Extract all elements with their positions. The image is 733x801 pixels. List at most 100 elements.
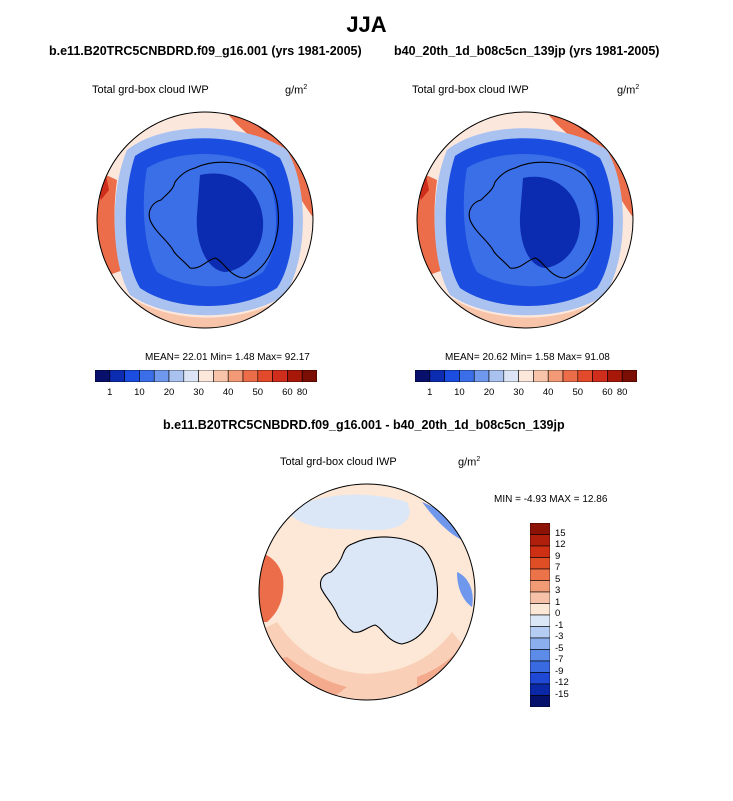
- left-polar-map: [96, 111, 314, 329]
- colorbar-tick-label: -7: [555, 654, 564, 665]
- colorbar-swatch: [530, 603, 550, 616]
- colorbar-swatch: [183, 370, 199, 382]
- colorbar-swatch: [621, 370, 637, 382]
- colorbar-tick-label: 80: [296, 387, 308, 398]
- left-stats: MEAN= 22.01 Min= 1.48 Max= 92.17: [145, 352, 310, 363]
- colorbar-swatch: [530, 591, 550, 604]
- colorbar-swatch: [429, 370, 445, 382]
- colorbar-tick-label: 5: [555, 573, 561, 585]
- right-field-title: Total grd-box cloud IWP: [412, 84, 529, 96]
- colorbar-swatch: [530, 614, 550, 627]
- colorbar-swatch: [168, 370, 185, 382]
- colorbar-tick-label: 1: [107, 387, 113, 398]
- coastline: [468, 161, 599, 279]
- colorbar-swatch: [530, 683, 550, 696]
- colorbar-swatch: [488, 370, 505, 382]
- colorbar-tick-label: 20: [163, 387, 175, 398]
- colorbar-swatch: [577, 370, 593, 382]
- colorbar-tick-label: 10: [454, 387, 465, 398]
- colorbar-tick-label: 0: [555, 608, 561, 619]
- diff-units: g/m2: [458, 456, 481, 469]
- colorbar-swatch: [415, 370, 431, 382]
- colorbar-swatch: [562, 370, 579, 382]
- right-colorbar: [415, 370, 637, 382]
- colorbar-tick-label: 1: [555, 596, 561, 608]
- right-stats: MEAN= 20.62 Min= 1.58 Max= 91.08: [445, 352, 610, 363]
- colorbar-tick-label: -9: [555, 665, 564, 677]
- colorbar-swatch: [533, 370, 549, 382]
- diff-colorbar: [530, 523, 550, 707]
- colorbar-swatch: [153, 370, 170, 382]
- colorbar-swatch: [530, 557, 550, 570]
- coastline: [148, 161, 279, 279]
- map-fill-deep: [196, 173, 264, 272]
- colorbar-swatch: [530, 626, 550, 639]
- colorbar-swatch: [242, 370, 259, 382]
- map-fill-deep: [519, 176, 581, 268]
- colorbar-swatch: [530, 580, 550, 593]
- left-field-title: Total grd-box cloud IWP: [92, 84, 209, 96]
- colorbar-swatch: [272, 370, 288, 382]
- colorbar-swatch: [124, 370, 140, 382]
- colorbar-tick-label: 40: [542, 387, 554, 398]
- coastline: [319, 536, 439, 645]
- colorbar-tick-label: 15: [555, 527, 566, 539]
- colorbar-swatch: [530, 637, 550, 650]
- colorbar-tick-label: -12: [555, 677, 569, 688]
- right-case-title: b40_20th_1d_b08c5cn_139jp (yrs 1981-2005…: [394, 44, 660, 58]
- colorbar-tick-label: 40: [222, 387, 234, 398]
- colorbar-swatch: [530, 672, 550, 685]
- colorbar-tick-label: -3: [555, 631, 564, 642]
- season-title: JJA: [346, 12, 387, 37]
- colorbar-swatch: [530, 534, 550, 547]
- left-colorbar-labels: 1 10 20 30 40 50 60 80: [95, 387, 317, 399]
- map-fill-blue-ne: [422, 502, 467, 542]
- colorbar-swatch: [459, 370, 475, 382]
- colorbar-swatch: [518, 370, 534, 382]
- colorbar-tick-label: 10: [134, 387, 145, 398]
- colorbar-swatch: [530, 660, 550, 673]
- colorbar-swatch: [607, 370, 623, 382]
- colorbar-tick-label: 50: [572, 387, 584, 398]
- right-colorbar-labels: 1 10 20 30 40 50 60 80: [415, 387, 637, 399]
- colorbar-swatch: [139, 370, 155, 382]
- colorbar-tick-label: 3: [555, 585, 561, 596]
- colorbar-swatch: [530, 695, 550, 707]
- colorbar-tick-label: 1: [427, 387, 433, 398]
- colorbar-swatch: [530, 568, 550, 581]
- colorbar-swatch: [95, 370, 111, 382]
- colorbar-tick-label: -15: [555, 688, 569, 700]
- colorbar-swatch: [547, 370, 564, 382]
- left-colorbar: [95, 370, 317, 382]
- colorbar-swatch: [530, 545, 550, 558]
- colorbar-tick-label: 9: [555, 550, 561, 562]
- colorbar-tick-label: 12: [555, 539, 566, 550]
- map-fill-blue-n: [287, 494, 410, 531]
- colorbar-swatch: [444, 370, 460, 382]
- map-fill-blue-e: [457, 572, 473, 607]
- map-fill-peach-ring: [259, 622, 475, 700]
- left-units: g/m2: [285, 84, 308, 97]
- left-case-title: b.e11.B20TRC5CNBDRD.f09_g16.001 (yrs 198…: [49, 44, 362, 58]
- right-polar-map: [416, 111, 634, 329]
- colorbar-tick-label: 60: [282, 387, 293, 398]
- colorbar-swatch: [198, 370, 214, 382]
- map-border: [416, 111, 634, 329]
- diff-polar-map: [258, 483, 476, 701]
- map-fill-antarctica: [320, 536, 438, 644]
- colorbar-swatch: [257, 370, 273, 382]
- colorbar-swatch: [592, 370, 608, 382]
- colorbar-swatch: [503, 370, 519, 382]
- map-border: [258, 483, 476, 701]
- right-units: g/m2: [617, 84, 640, 97]
- diff-minmax: MIN = -4.93 MAX = 12.86: [494, 494, 608, 505]
- colorbar-swatch: [473, 370, 490, 382]
- colorbar-tick-label: -1: [555, 619, 564, 631]
- colorbar-tick-label: -5: [555, 642, 564, 654]
- colorbar-tick-label: 20: [483, 387, 495, 398]
- colorbar-swatch: [530, 649, 550, 662]
- colorbar-swatch: [109, 370, 125, 382]
- diff-colorbar-labels: 15 12 9 7 5 3 1 0 -1 -3 -5 -7 -9 -12 -15: [555, 523, 595, 707]
- colorbar-swatch: [287, 370, 303, 382]
- colorbar-swatch: [301, 370, 317, 382]
